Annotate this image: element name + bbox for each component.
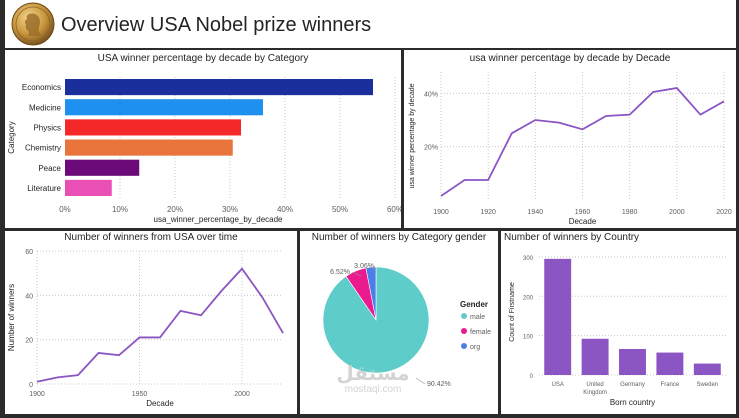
y-tick-label: Literature xyxy=(27,184,61,193)
bar-germany xyxy=(619,349,646,375)
legend-swatch-female xyxy=(461,328,467,334)
country-bar-chart: 0 100 200 300 USA United Kingdom Germany France S… xyxy=(509,256,726,407)
category-bar-panel: USA winner percentage by decade by Categ… xyxy=(5,50,401,228)
y-tick-label: 20 xyxy=(25,338,33,345)
x-tick-label: USA xyxy=(552,382,564,388)
x-axis-label: Born country xyxy=(610,398,655,407)
x-tick-label: Germany xyxy=(620,382,645,388)
x-tick-label: 1960 xyxy=(575,209,591,216)
y-tick-label: 20% xyxy=(424,145,438,152)
pie-value-label-org: 3.06% xyxy=(354,263,374,270)
y-axis-label: usa winner percentage by decade xyxy=(409,83,416,188)
x-tick-label: 1940 xyxy=(528,209,544,216)
bar-medicine xyxy=(65,99,263,116)
pie-slice-org xyxy=(365,266,377,321)
y-tick-label: 100 xyxy=(523,335,534,341)
y-tick-label: 0 xyxy=(530,374,534,380)
x-tick-label: 60% xyxy=(387,205,401,214)
x-tick-label: 0% xyxy=(59,205,71,214)
legend-label-org: org xyxy=(470,344,480,351)
y-tick-label: 40% xyxy=(424,91,438,98)
y-axis-label: Category xyxy=(7,121,16,153)
header-bar: Overview USA Nobel prize winners xyxy=(5,0,736,48)
legend-swatch-male xyxy=(461,313,467,319)
y-tick-label: Medicine xyxy=(29,103,62,112)
bar-france xyxy=(656,352,684,375)
y-tick-label: Chemistry xyxy=(25,144,61,153)
x-tick-label: 1950 xyxy=(132,391,148,398)
bar-chemistry xyxy=(65,139,233,156)
pie-value-label-female: 6.52% xyxy=(330,269,350,276)
pie-leader-line xyxy=(351,271,362,277)
x-tick-label: 1980 xyxy=(622,209,638,216)
bar-physics xyxy=(65,119,241,136)
bar-economics xyxy=(65,79,373,96)
x-tick-label: 2000 xyxy=(234,391,250,398)
x-tick-label: United xyxy=(586,382,603,388)
bar-usa xyxy=(544,258,572,375)
x-tick-label: 20% xyxy=(167,205,183,214)
y-tick-label: Physics xyxy=(33,123,61,132)
x-axis-label: usa_winner_percentage_by_decade xyxy=(154,215,284,224)
decade-line-title: usa winner percentage by decade by Decad… xyxy=(469,53,671,64)
watermark-arabic: مستقل xyxy=(336,361,410,385)
page-title: Overview USA Nobel prize winners xyxy=(61,14,372,36)
bar-united-kingdom xyxy=(581,338,609,375)
x-tick-label: France xyxy=(661,382,680,388)
gender-pie-title: Number of winners by Category gender xyxy=(311,232,487,243)
x-axis-label: Decade xyxy=(146,399,174,408)
y-axis-label: Count of Firstname xyxy=(509,282,516,342)
gender-pie-panel: Number of winners by Category gender 90.… xyxy=(300,231,498,414)
x-tick-label: 1900 xyxy=(29,391,45,398)
bar-literature xyxy=(65,179,112,196)
bar-sweden xyxy=(693,363,721,375)
legend-label-female: female xyxy=(470,329,491,336)
winners-line-title: Number of winners from USA over time xyxy=(64,232,238,243)
bar-peace xyxy=(65,159,140,176)
pie-leader-line xyxy=(372,265,376,271)
country-bar-title: Number of winners by Country xyxy=(504,232,640,243)
pie-leader-line xyxy=(415,377,426,385)
y-tick-label: 300 xyxy=(523,256,534,262)
x-tick-label: 1920 xyxy=(480,209,496,216)
decade-percentage-line xyxy=(440,87,725,197)
y-tick-label: Peace xyxy=(38,164,61,173)
x-tick-label: Kingdom xyxy=(583,390,607,396)
legend-title: Gender xyxy=(460,300,488,309)
winners-count-line xyxy=(36,267,284,383)
x-tick-label: 30% xyxy=(222,205,238,214)
category-bar-title: USA winner percentage by decade by Categ… xyxy=(97,53,309,64)
decade-line-chart: 20% 40% 1900 1920 1940 1960 1980 2000 2020 Decade… xyxy=(409,72,732,226)
country-bar-panel: Number of winners by Country 0 100 200 300 U… xyxy=(501,231,736,414)
y-tick-label: 60 xyxy=(25,249,33,256)
x-axis-label: Decade xyxy=(569,217,597,226)
category-bar-chart: 0% 10% 20% 30% 40% 50% 60% Economics Medicine Phy… xyxy=(7,77,401,224)
y-axis-label: Number of winners xyxy=(7,284,16,351)
gender-pie-chart: 90.42% 6.52% 3.06% Gender male female org xyxy=(322,263,491,388)
decade-line-panel: usa winner percentage by decade by Decad… xyxy=(404,50,736,228)
watermark-latin: mostaql.com xyxy=(344,384,402,395)
legend-swatch-org xyxy=(461,343,467,349)
winners-line-panel: Number of winners from USA over time 0 20… xyxy=(5,231,297,414)
x-tick-label: Sweden xyxy=(696,382,718,388)
y-tick-label: Economics xyxy=(22,83,61,92)
x-tick-label: 2020 xyxy=(716,209,732,216)
x-tick-label: 1900 xyxy=(433,209,449,216)
x-tick-label: 2000 xyxy=(669,209,685,216)
watermark: مستقل mostaql.com xyxy=(318,362,428,396)
y-tick-label: 0 xyxy=(29,382,33,389)
x-tick-label: 40% xyxy=(277,205,293,214)
x-tick-label: 50% xyxy=(332,205,348,214)
legend-label-male: male xyxy=(470,314,485,321)
nobel-medal-icon xyxy=(11,2,55,46)
winners-line-chart: 0 20 40 60 1900 1950 2000 Decade Number of winne… xyxy=(7,249,284,408)
y-tick-label: 200 xyxy=(523,295,534,301)
pie-value-label-male: 90.42% xyxy=(427,381,451,388)
y-tick-label: 40 xyxy=(25,293,33,300)
x-tick-label: 10% xyxy=(112,205,128,214)
